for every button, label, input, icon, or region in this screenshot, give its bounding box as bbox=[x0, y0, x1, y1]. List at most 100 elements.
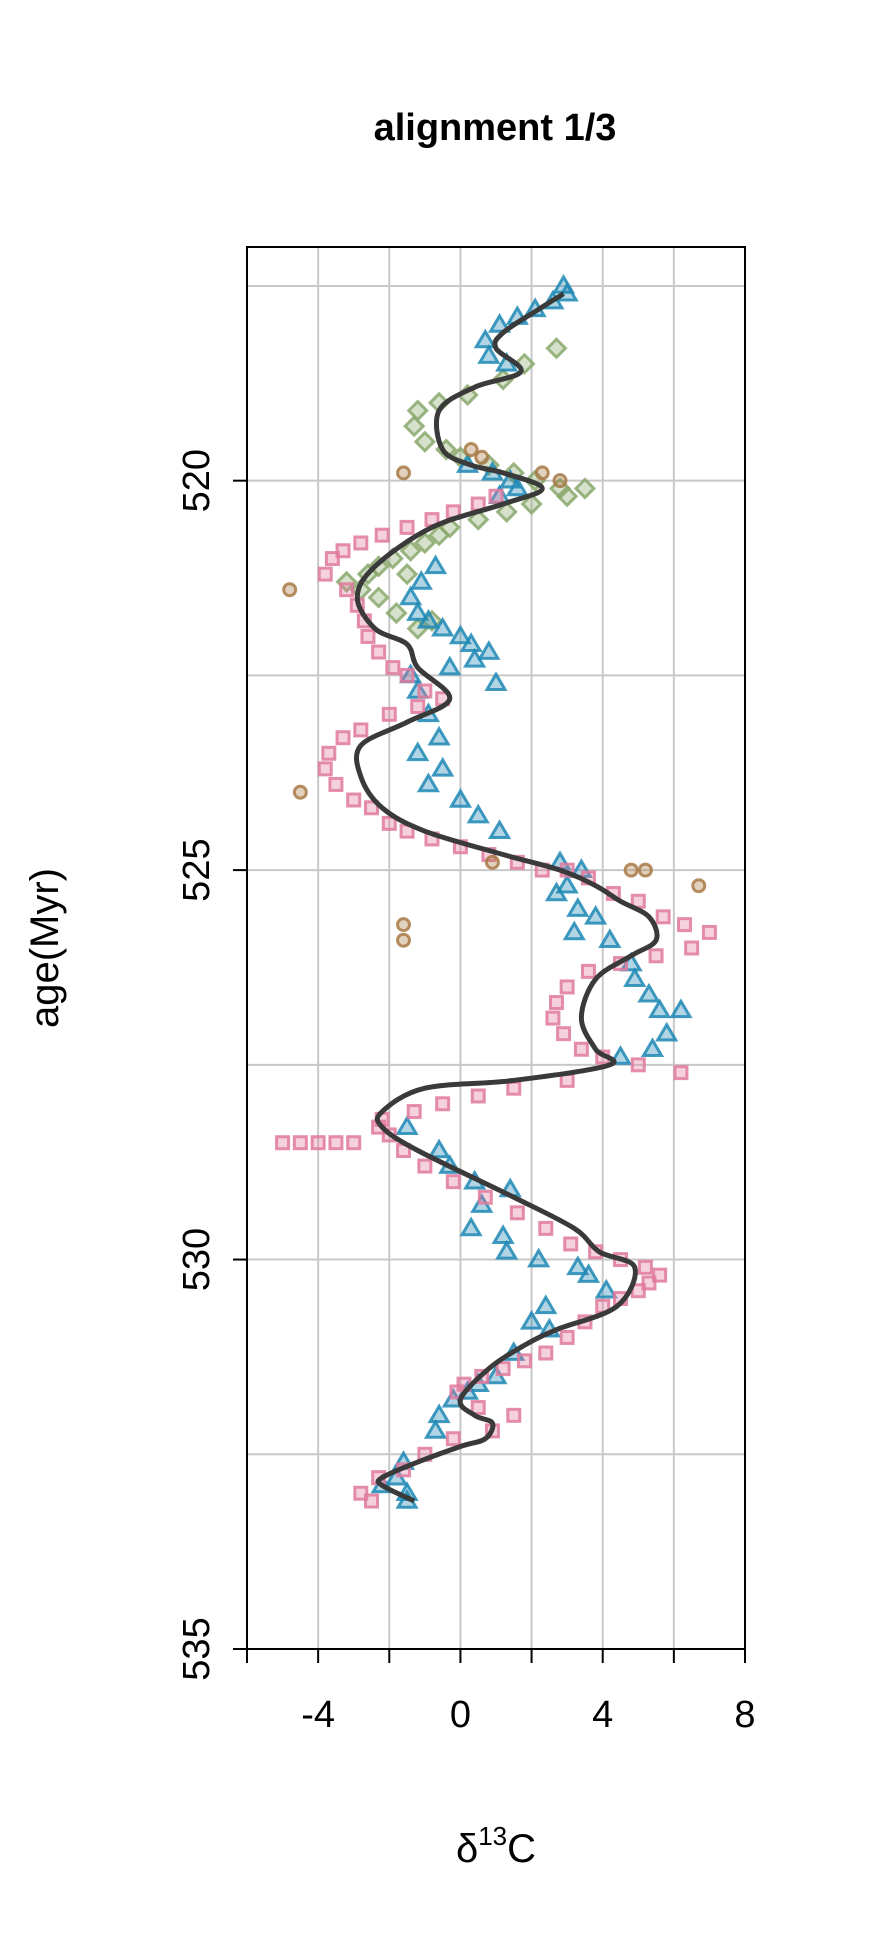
data-point-square bbox=[506, 1080, 522, 1096]
x-axis-label-rest: C bbox=[507, 1827, 536, 1871]
data-point-diamond bbox=[385, 601, 408, 625]
data-point-circle bbox=[282, 582, 298, 598]
data-point-triangle bbox=[423, 554, 448, 575]
data-point-diamond bbox=[467, 508, 490, 531]
data-point-square bbox=[353, 722, 369, 738]
data-point-diamond bbox=[556, 485, 579, 508]
x-tick-label: 8 bbox=[734, 1694, 755, 1736]
plot-frame bbox=[246, 246, 746, 1650]
data-point-diamond bbox=[413, 531, 436, 555]
data-point-triangle bbox=[566, 897, 590, 917]
data-point-circle bbox=[396, 917, 412, 933]
data-point-triangle bbox=[431, 756, 455, 777]
data-point-square bbox=[445, 1431, 461, 1447]
data-point-square bbox=[538, 1220, 554, 1236]
data-point-square bbox=[364, 800, 379, 816]
data-point-triangle bbox=[594, 1278, 618, 1299]
data-point-triangle bbox=[544, 881, 569, 902]
data-point-triangle bbox=[431, 616, 455, 637]
data-point-square bbox=[385, 660, 401, 676]
data-point-diamond bbox=[573, 477, 597, 500]
data-point-triangle bbox=[448, 788, 473, 808]
data-point-square bbox=[545, 1010, 561, 1026]
data-point-square bbox=[346, 1135, 362, 1151]
data-point-square bbox=[495, 1361, 511, 1377]
data-point-diamond bbox=[545, 337, 568, 360]
data-points bbox=[275, 273, 717, 1509]
data-point-square bbox=[506, 1407, 522, 1423]
data-point-square bbox=[346, 792, 362, 808]
data-point-circle bbox=[623, 862, 639, 878]
data-point-triangle bbox=[655, 1021, 679, 1042]
y-tick-label: 530 bbox=[176, 1228, 218, 1291]
data-point-triangle bbox=[463, 647, 487, 668]
data-point-square bbox=[655, 909, 671, 925]
data-point-circle bbox=[691, 878, 707, 894]
data-point-circle bbox=[292, 784, 308, 800]
data-point-square bbox=[630, 1057, 646, 1073]
data-point-triangle bbox=[487, 312, 512, 333]
x-axis-label-base: δ bbox=[456, 1827, 478, 1871]
data-point-circle bbox=[534, 465, 550, 481]
data-point-square bbox=[563, 1236, 579, 1252]
data-point-circle bbox=[552, 473, 568, 489]
data-point-square bbox=[648, 948, 664, 964]
data-point-diamond bbox=[395, 563, 419, 586]
x-tick-label: 0 bbox=[450, 1694, 471, 1736]
data-point-triangle bbox=[519, 1309, 544, 1330]
data-point-square bbox=[417, 683, 433, 699]
data-point-triangle bbox=[637, 982, 661, 1003]
data-point-triangle bbox=[416, 772, 441, 793]
x-tick-label: -4 bbox=[301, 1694, 335, 1736]
data-point-triangle bbox=[484, 671, 508, 691]
data-point-circle bbox=[637, 862, 653, 878]
data-point-triangle bbox=[555, 873, 579, 894]
data-point-square bbox=[470, 1088, 486, 1104]
data-point-square bbox=[641, 1275, 657, 1291]
data-point-square bbox=[360, 628, 376, 644]
data-point-square bbox=[353, 1485, 369, 1501]
data-point-square bbox=[275, 1135, 291, 1151]
x-axis-label-superscript: 13 bbox=[478, 1821, 507, 1851]
data-point-triangle bbox=[459, 632, 483, 653]
data-point-square bbox=[417, 1158, 433, 1174]
x-tick-label: 4 bbox=[592, 1694, 613, 1736]
data-point-triangle bbox=[459, 1216, 483, 1237]
data-point-triangle bbox=[495, 1239, 519, 1260]
data-point-triangle bbox=[473, 328, 497, 349]
data-point-triangle bbox=[491, 1224, 515, 1244]
data-point-diamond bbox=[399, 539, 422, 562]
data-point-triangle bbox=[477, 640, 501, 660]
data-point-square bbox=[328, 1135, 344, 1151]
data-point-square bbox=[364, 1493, 379, 1509]
data-point-square bbox=[573, 1041, 589, 1057]
data-point-square bbox=[445, 1174, 461, 1190]
data-point-square bbox=[399, 667, 415, 683]
data-point-diamond bbox=[413, 430, 436, 453]
data-point-triangle bbox=[409, 569, 433, 590]
data-point-square bbox=[559, 1329, 575, 1345]
data-point-diamond bbox=[427, 524, 451, 547]
data-point-square bbox=[381, 815, 397, 831]
data-point-circle bbox=[396, 465, 412, 481]
data-point-triangle bbox=[623, 967, 647, 987]
y-tick-label: 525 bbox=[176, 838, 218, 901]
data-point-triangle bbox=[406, 601, 430, 621]
data-point-triangle bbox=[487, 819, 512, 839]
data-point-triangle bbox=[598, 928, 622, 949]
data-point-square bbox=[406, 1104, 422, 1120]
data-point-triangle bbox=[416, 608, 441, 629]
data-point-triangle bbox=[534, 1294, 558, 1315]
data-point-square bbox=[673, 1065, 689, 1081]
data-point-triangle bbox=[427, 725, 451, 746]
data-point-square bbox=[371, 644, 387, 660]
data-point-circle bbox=[474, 449, 490, 465]
data-point-square bbox=[399, 519, 415, 535]
data-point-square bbox=[353, 535, 369, 551]
data-point-triangle bbox=[466, 803, 490, 824]
data-point-circle bbox=[484, 854, 500, 870]
data-point-square bbox=[317, 761, 333, 777]
y-tick-label: 535 bbox=[176, 1617, 218, 1680]
data-point-triangle bbox=[562, 920, 586, 941]
